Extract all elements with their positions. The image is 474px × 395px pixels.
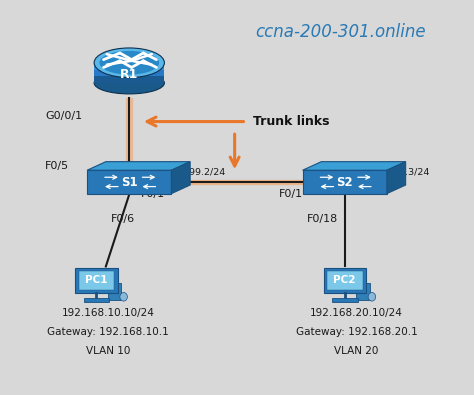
- Polygon shape: [94, 63, 164, 83]
- Text: Gateway: 192.168.10.1: Gateway: 192.168.10.1: [47, 327, 169, 337]
- Text: 192.168.10.10/24: 192.168.10.10/24: [62, 308, 155, 318]
- Text: 192.168.99.3/24: 192.168.99.3/24: [352, 168, 430, 177]
- Polygon shape: [302, 162, 406, 170]
- FancyBboxPatch shape: [356, 283, 370, 299]
- Ellipse shape: [100, 51, 159, 75]
- Text: R1: R1: [120, 68, 138, 81]
- Text: ccna-200-301.online: ccna-200-301.online: [255, 23, 425, 41]
- Text: Trunk links: Trunk links: [254, 115, 330, 128]
- FancyBboxPatch shape: [79, 271, 114, 290]
- Text: 192.168.20.10/24: 192.168.20.10/24: [310, 308, 403, 318]
- Polygon shape: [94, 70, 164, 76]
- Text: S1: S1: [121, 176, 137, 189]
- Polygon shape: [94, 63, 164, 70]
- Text: S2: S2: [337, 176, 353, 189]
- Text: PC1: PC1: [85, 275, 108, 286]
- Polygon shape: [172, 162, 190, 194]
- Text: VLAN 20: VLAN 20: [334, 346, 379, 356]
- Text: F0/6: F0/6: [110, 214, 135, 224]
- FancyBboxPatch shape: [332, 298, 357, 302]
- Polygon shape: [387, 162, 406, 194]
- Text: VLAN 10: VLAN 10: [86, 346, 130, 356]
- Text: F0/18: F0/18: [307, 214, 338, 224]
- Ellipse shape: [368, 293, 376, 301]
- Ellipse shape: [94, 72, 164, 94]
- Polygon shape: [94, 76, 164, 83]
- FancyBboxPatch shape: [324, 267, 366, 293]
- Ellipse shape: [94, 48, 164, 77]
- Text: F0/5: F0/5: [45, 161, 69, 171]
- FancyBboxPatch shape: [327, 271, 363, 290]
- Polygon shape: [87, 162, 190, 170]
- Text: 192.168.99.2/24: 192.168.99.2/24: [148, 168, 226, 177]
- Text: F0/1: F0/1: [141, 188, 165, 199]
- Text: PC2: PC2: [334, 275, 356, 286]
- Text: Gateway: 192.168.20.1: Gateway: 192.168.20.1: [296, 327, 417, 337]
- Polygon shape: [302, 170, 387, 194]
- FancyBboxPatch shape: [75, 267, 118, 293]
- Ellipse shape: [120, 293, 128, 301]
- Text: F0/1: F0/1: [279, 188, 303, 199]
- FancyBboxPatch shape: [108, 283, 121, 299]
- Polygon shape: [87, 170, 172, 194]
- FancyBboxPatch shape: [83, 298, 109, 302]
- Text: G0/0/1: G0/0/1: [45, 111, 82, 121]
